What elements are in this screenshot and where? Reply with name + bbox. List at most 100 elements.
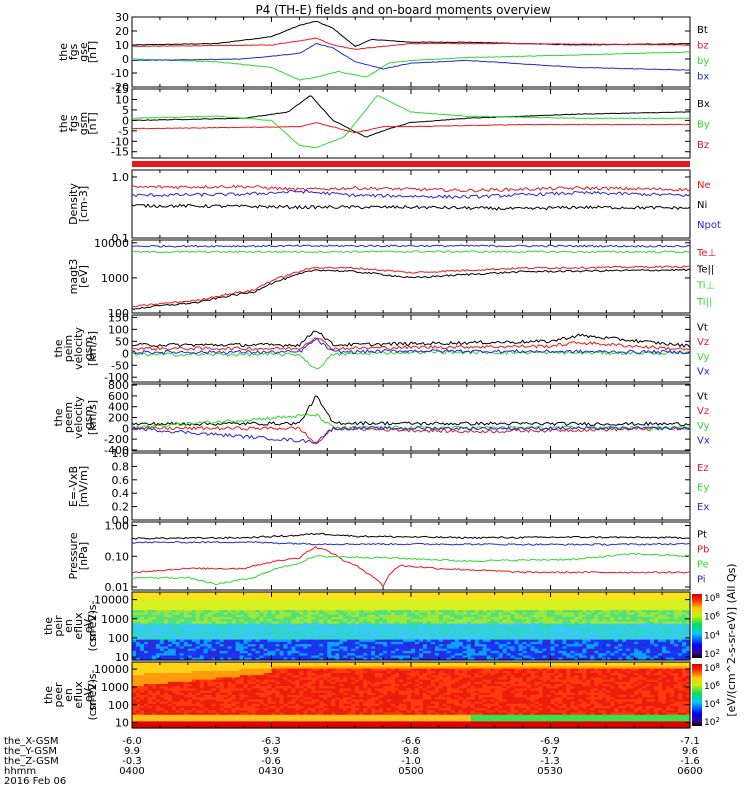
spectrogram-cell [646,626,651,629]
spectrogram-cell [223,628,229,632]
spectrogram-cell [303,657,308,661]
spectrogram-cell [155,596,161,600]
spectrogram-cell [442,641,448,645]
legend-entry: Bz [697,140,709,151]
spectrogram-cell [140,699,145,703]
spectrogram-cell [622,655,627,659]
spectrogram-cell [371,626,376,629]
spectrogram-cell [574,605,579,609]
spectrogram-cell [179,650,185,654]
spectrogram-cell [271,610,277,613]
spectrogram-cell [319,607,324,611]
spectrogram-cell [522,592,528,595]
spectrogram-cell [339,646,344,650]
spectrogram-cell [299,623,304,627]
spectrogram-cell [144,692,149,696]
spectrogram-cell [430,644,436,647]
spectrogram-cell [275,655,281,659]
spectrogram-cell [259,594,265,598]
spectrogram-cell [144,710,149,714]
spectrogram-cell [259,610,265,613]
spectrogram-cell [403,639,408,643]
spectrogram-cell [606,619,611,623]
spectrogram-cell [498,623,504,627]
spectrogram-cell [494,607,500,611]
spectrogram-cell [538,641,544,645]
spectrogram-cell [638,614,643,618]
spectrogram-cell [510,628,516,632]
spectrogram-cell [454,644,460,647]
spectrogram-cell [327,635,332,638]
spectrogram-cell [442,616,448,620]
spectrogram-cell [514,628,520,632]
spectrogram-cell [434,605,440,609]
spectrogram-cell [538,594,544,598]
spectrogram-cell [379,655,384,659]
spectrogram-cell [347,635,352,638]
spectrogram-cell [255,648,261,652]
spectrogram-cell [630,619,635,623]
spectrogram-cell [423,605,428,609]
spectrogram-cell [454,657,460,661]
spectrogram-cell [140,655,145,659]
spectrogram-cell [391,655,396,659]
spectrogram-cell [275,639,281,643]
spectrogram-cell [510,607,516,611]
spectrogram-cell [662,628,667,632]
spectrogram-cell [458,630,464,634]
spectrogram-cell [518,628,524,632]
spectrogram-cell [371,628,376,632]
spectrogram-cell [211,626,217,629]
spectrogram-cell [215,619,221,623]
spectrogram-cell [223,614,229,618]
spectrogram-cell [642,653,647,657]
y-tick-label: -10 [111,135,129,148]
spectrogram-cell [267,623,273,627]
spectrogram-cell [582,616,587,620]
spectrogram-cell [335,635,340,638]
spectrogram-cell [566,601,571,604]
spectrogram-cell [654,594,659,598]
spectrogram-cell [267,607,273,611]
spectrogram-cell [650,619,655,623]
spectrogram-cell [610,612,615,616]
spectrogram-cell [303,603,308,607]
spectrogram-cell [614,655,619,659]
spectrogram-cell [586,619,591,623]
spectrogram-cell [582,632,587,636]
spectrogram-cell [279,641,285,645]
spectrogram-cell [339,610,344,613]
spectrogram-cell [490,596,496,600]
spectrogram-cell [502,605,508,609]
y-axis-label: the [57,43,70,61]
spectrogram-cell [490,655,496,659]
spectrogram-cell [550,598,556,602]
spectrogram-cell [207,630,213,634]
spectrogram-cell [686,641,691,645]
spectrogram-cell [522,603,528,607]
spectrogram-cell [363,644,368,647]
spectrogram-cell [323,635,328,638]
spectrogram-cell [482,596,488,600]
spectrogram-cell [375,592,380,595]
spectrogram-cell [215,657,221,661]
spectrogram-cell [586,648,591,652]
spectrogram-cell [498,603,504,607]
spectrogram-cell [602,592,607,595]
spectrogram-cell [411,601,416,604]
spectrogram-cell [518,598,524,602]
spectrogram-cell [243,601,249,604]
spectrogram-cell [450,612,456,616]
spectrogram-cell [498,653,504,657]
spectrogram-cell [219,637,225,641]
spectrogram-cell [215,630,221,634]
spectrogram-cell [263,621,269,625]
spectrogram-cell [530,650,536,654]
spectrogram-cell [271,639,277,643]
spectrogram-cell [614,626,619,629]
spectrogram-cell [586,630,591,634]
spectrogram-cell [590,641,595,645]
spectrogram-cell [466,650,472,654]
spectrogram-cell [403,616,408,620]
